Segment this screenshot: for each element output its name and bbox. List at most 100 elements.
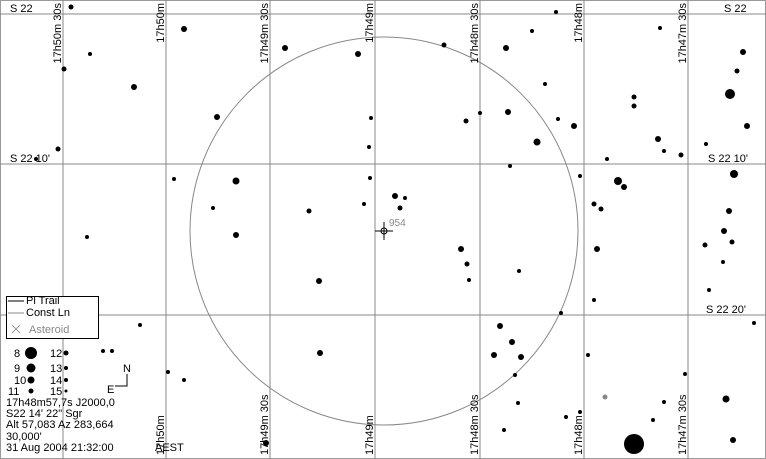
star: [464, 261, 470, 267]
magnitude-label: 13: [50, 363, 62, 375]
magnitude-symbol: [27, 376, 35, 384]
magnitude-legend: 8 12 9 13 10 14 11 15: [8, 347, 69, 398]
info-datetime: 31 Aug 2004 21:32:00: [6, 442, 114, 454]
magnitude-label: 14: [50, 375, 62, 387]
info-zone: AEST: [155, 442, 184, 454]
dec-label: S 22 20': [706, 304, 746, 316]
dec-label: S 22: [10, 3, 33, 15]
star: [530, 29, 534, 33]
legend-box: [6, 296, 99, 339]
magnitude-label: 11: [8, 386, 19, 398]
ra-label: 17h49m 30s: [259, 394, 271, 455]
star: [704, 142, 708, 146]
compass-east: E: [107, 384, 114, 396]
star: [166, 370, 170, 374]
star: [368, 176, 372, 180]
star: [559, 311, 563, 315]
star: [101, 349, 105, 353]
star: [678, 152, 684, 158]
star: [683, 372, 687, 376]
stars: [34, 4, 756, 454]
star: [61, 66, 67, 72]
star: [621, 184, 627, 190]
magnitude-symbol: [64, 366, 68, 370]
star: [397, 205, 403, 211]
star: [554, 10, 558, 14]
star: [306, 208, 312, 214]
legend-symbol: [11, 324, 21, 334]
star: [556, 117, 560, 121]
star: [662, 149, 666, 153]
star: [517, 269, 521, 273]
star: [586, 353, 590, 357]
star: [594, 246, 600, 252]
star: [463, 118, 469, 124]
ra-label: 17h50m: [155, 415, 167, 455]
star: [214, 114, 220, 120]
star: [578, 410, 582, 414]
dec-label: S 22 10': [708, 153, 748, 165]
ra-label: 17h47m 30s: [677, 394, 689, 455]
star: [734, 68, 740, 74]
dec-label: S 22: [724, 3, 747, 15]
star: [543, 82, 547, 86]
ra-label: 17h48m: [573, 3, 585, 43]
star: [182, 378, 186, 382]
star: [721, 260, 725, 264]
info-dec: S22 14' 22" Sgr: [6, 408, 83, 420]
star: [403, 196, 407, 200]
star: [362, 202, 366, 206]
star: [702, 242, 708, 248]
star: [491, 352, 497, 358]
star: [88, 52, 92, 56]
compass: [115, 374, 128, 387]
star: [317, 350, 323, 356]
star: [516, 401, 520, 405]
star: [458, 246, 464, 252]
ra-label: 17h49m: [364, 3, 376, 43]
magnitude-symbol: [26, 363, 36, 373]
magnitude-label: 15: [50, 386, 62, 398]
ra-label: 17h49m: [364, 415, 376, 455]
star: [605, 157, 609, 161]
star: [730, 437, 736, 443]
info-altaz: Alt 57,083 Az 283,664: [6, 419, 114, 431]
star: [508, 164, 512, 168]
star: [533, 138, 541, 146]
star: [211, 206, 215, 210]
star: [591, 201, 597, 207]
magnitude-symbol: [64, 378, 68, 382]
star: [502, 428, 506, 432]
star: [721, 228, 727, 234]
target-marker: [375, 222, 393, 240]
compass-north: N: [123, 363, 131, 375]
star: [355, 51, 361, 57]
ra-label: 17h48m 30s: [469, 3, 481, 64]
star: [441, 42, 447, 48]
star: [571, 123, 577, 129]
magnitude-label: 9: [14, 363, 20, 375]
magnitude-symbol: [64, 389, 68, 393]
star: [752, 321, 756, 325]
star: [730, 170, 738, 178]
legend-item: Const Ln: [26, 307, 70, 319]
star: [725, 89, 735, 99]
info-fov: 30,000': [6, 431, 42, 443]
info-ra: 17h48m57,7s J2000,0: [6, 397, 115, 409]
magnitude-label: 8: [14, 348, 20, 360]
star: [34, 157, 38, 161]
star: [564, 415, 568, 419]
star: [578, 174, 582, 178]
magnitude-symbol: [28, 388, 34, 394]
star: [651, 418, 655, 422]
star: [232, 177, 240, 185]
star: [110, 349, 114, 353]
legend-item: Pl Trail: [26, 295, 60, 307]
star: [518, 354, 524, 360]
star: [369, 116, 373, 120]
star: [55, 146, 61, 152]
star: [726, 208, 732, 214]
ra-label: 17h50m: [155, 3, 167, 43]
